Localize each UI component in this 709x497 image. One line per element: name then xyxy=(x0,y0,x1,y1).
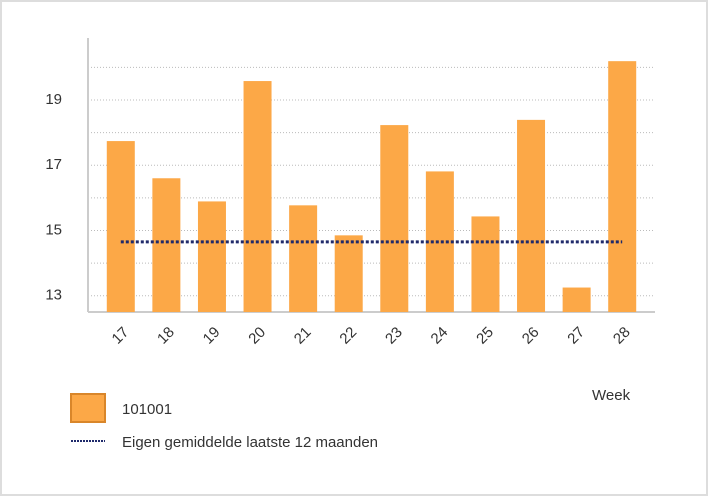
legend-label: 101001 xyxy=(122,401,172,418)
y-tick-label: 17 xyxy=(45,156,62,173)
bar xyxy=(243,81,272,312)
bar xyxy=(334,235,363,312)
bar xyxy=(471,216,500,312)
x-axis-label: Week xyxy=(592,387,631,404)
legend-label: Eigen gemiddelde laatste 12 maanden xyxy=(122,434,378,451)
bar xyxy=(197,201,226,312)
legend-swatch xyxy=(70,393,106,423)
bar xyxy=(562,287,591,312)
bar xyxy=(106,141,135,312)
y-tick-label: 19 xyxy=(45,91,62,108)
bar xyxy=(152,178,181,312)
bar xyxy=(425,171,454,312)
bar xyxy=(380,125,409,312)
bar xyxy=(289,205,318,312)
bar xyxy=(517,119,546,312)
y-tick-label: 15 xyxy=(45,221,62,238)
bar xyxy=(608,61,637,313)
y-tick-label: 13 xyxy=(45,287,62,304)
